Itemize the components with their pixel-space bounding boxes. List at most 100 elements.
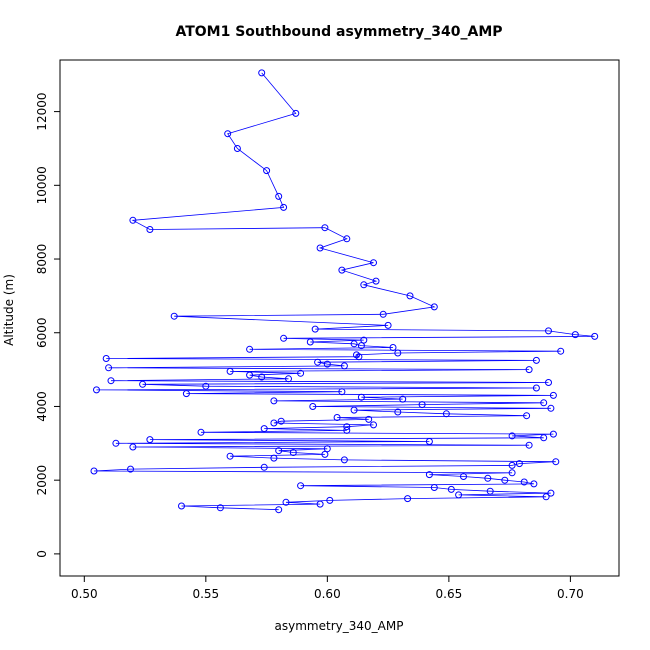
- data-point: [258, 373, 266, 381]
- data-point: [418, 401, 426, 409]
- data-point: [484, 474, 492, 482]
- data-point: [226, 367, 234, 375]
- data-point: [338, 388, 346, 396]
- data-point: [365, 415, 373, 423]
- data-point: [442, 410, 450, 418]
- y-tick-label: 0: [35, 550, 49, 558]
- data-point: [246, 345, 254, 353]
- data-point: [455, 491, 463, 499]
- x-tick-label: 0.50: [71, 587, 98, 601]
- data-point: [384, 321, 392, 329]
- y-tick-label: 10000: [35, 166, 49, 204]
- data-point: [542, 493, 550, 501]
- data-point: [270, 419, 278, 427]
- data-point: [260, 425, 268, 433]
- data-point: [275, 447, 283, 455]
- data-point: [340, 456, 348, 464]
- data-point: [547, 404, 555, 412]
- data-point: [545, 327, 552, 335]
- data-point: [545, 379, 552, 386]
- data-point: [226, 452, 234, 460]
- data-point: [355, 353, 363, 361]
- data-point: [486, 487, 494, 495]
- series-line: [93, 72, 595, 511]
- data-point: [297, 369, 305, 377]
- data-point: [430, 484, 438, 491]
- data-point: [394, 349, 402, 357]
- data-point: [343, 426, 351, 434]
- plot-frame: [59, 59, 620, 577]
- data-point: [404, 495, 412, 503]
- data-point: [297, 482, 305, 490]
- data-point: [549, 430, 557, 438]
- data-point: [370, 421, 377, 429]
- data-point: [129, 443, 137, 451]
- data-point: [549, 391, 557, 399]
- data-point: [289, 449, 297, 456]
- x-axis-label: asymmetry_340_AMP: [275, 619, 404, 633]
- data-series: [90, 69, 599, 514]
- data-point: [340, 362, 348, 370]
- data-point: [523, 412, 531, 420]
- data-point: [460, 473, 467, 480]
- data-point: [372, 277, 380, 285]
- data-point: [360, 281, 368, 289]
- data-point: [557, 347, 565, 355]
- data-point: [508, 461, 516, 469]
- data-point: [280, 334, 288, 342]
- data-point: [430, 303, 438, 311]
- chart-title: ATOM1 Southbound asymmetry_340_AMP: [175, 24, 502, 40]
- data-point: [112, 439, 120, 447]
- data-point: [520, 478, 528, 486]
- data-point: [90, 467, 98, 475]
- data-point: [370, 259, 377, 267]
- data-point: [280, 203, 288, 211]
- data-point: [277, 417, 285, 425]
- data-point: [406, 292, 414, 300]
- data-point: [532, 356, 540, 364]
- data-point: [146, 226, 154, 233]
- data-point: [540, 434, 548, 442]
- data-point: [170, 312, 178, 320]
- data-point: [591, 332, 599, 340]
- data-point: [323, 445, 331, 453]
- data-point: [532, 384, 540, 392]
- data-point: [309, 403, 317, 410]
- data-point: [197, 428, 205, 436]
- data-point: [129, 216, 137, 224]
- data-point: [306, 338, 314, 346]
- data-point: [530, 480, 538, 488]
- data-point: [399, 395, 407, 403]
- data-point: [233, 145, 241, 152]
- data-point: [343, 235, 351, 243]
- data-point: [285, 375, 292, 383]
- data-point: [178, 502, 185, 510]
- data-point: [102, 355, 110, 362]
- data-point: [321, 450, 329, 458]
- data-point: [394, 408, 402, 416]
- data-point: [350, 406, 358, 414]
- data-point: [311, 325, 319, 333]
- data-point: [425, 471, 433, 479]
- data-point: [107, 377, 115, 385]
- data-point: [275, 506, 283, 514]
- data-point: [316, 244, 324, 252]
- data-point: [552, 458, 560, 466]
- data-point: [139, 380, 147, 388]
- data-point: [260, 463, 268, 471]
- data-point: [540, 399, 548, 407]
- data-point: [182, 390, 190, 398]
- data-point: [258, 69, 266, 77]
- y-tick-label: 12000: [35, 93, 49, 131]
- data-point: [357, 393, 365, 401]
- data-point: [350, 340, 358, 348]
- x-tick-label: 0.65: [436, 587, 463, 601]
- data-point: [246, 371, 254, 379]
- data-point: [515, 460, 523, 468]
- x-tick-label: 0.70: [557, 587, 584, 601]
- data-point: [571, 331, 579, 339]
- data-point: [127, 465, 134, 473]
- data-point: [525, 366, 533, 374]
- y-tick-label: 6000: [35, 317, 49, 348]
